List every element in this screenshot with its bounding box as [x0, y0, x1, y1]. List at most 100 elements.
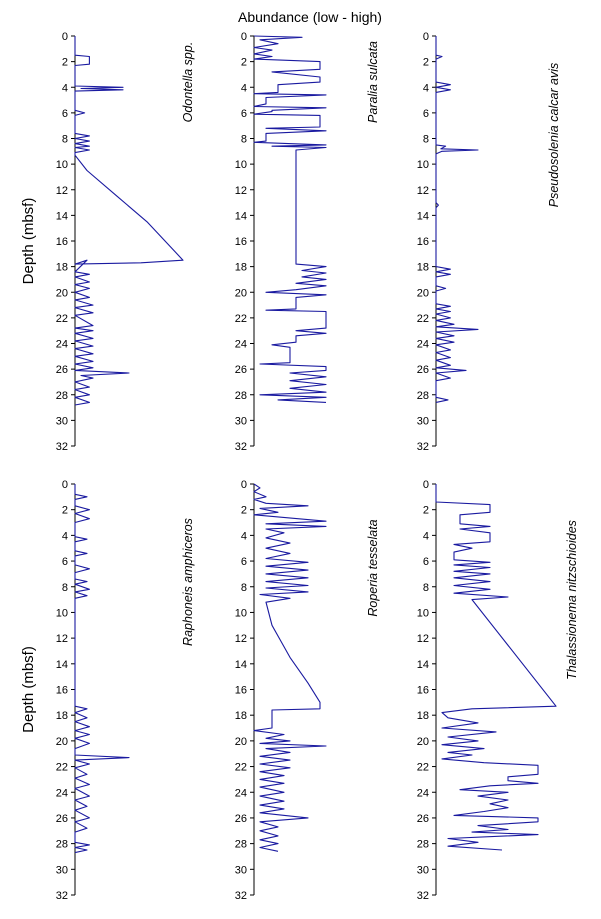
data-point [74, 152, 75, 153]
y-tick-label: 2 [423, 505, 429, 517]
y-tick-label: 12 [56, 633, 68, 645]
data-point [182, 260, 183, 261]
data-point [447, 399, 448, 400]
data-point [319, 82, 320, 83]
data-point [74, 276, 75, 277]
data-point [435, 313, 436, 314]
y-tick-label: 10 [235, 159, 247, 171]
data-point [289, 657, 290, 658]
data-point [325, 107, 326, 108]
data-point [259, 771, 260, 772]
data-point [89, 844, 90, 845]
data-point [465, 370, 466, 371]
data-point [89, 297, 90, 298]
data-point [325, 311, 326, 312]
data-point [89, 589, 90, 590]
y-tick-label: 20 [235, 287, 247, 299]
data-point [435, 320, 436, 321]
y-tick-label: 30 [417, 864, 429, 876]
data-point [74, 767, 75, 768]
data-point [489, 532, 490, 533]
data-point [283, 775, 284, 776]
data-point [74, 348, 75, 349]
data-point [89, 274, 90, 275]
data-point [440, 148, 441, 149]
data-point [271, 727, 272, 728]
data-point [450, 84, 451, 85]
y-tick-label: 18 [235, 262, 247, 274]
abundance-trace [253, 35, 327, 403]
data-point [74, 584, 75, 585]
data-point [277, 92, 278, 93]
data-point [74, 541, 75, 542]
species-label: Odontella spp. [181, 42, 195, 123]
data-point [74, 264, 75, 265]
data-point [253, 35, 254, 36]
y-tick-label: 8 [423, 134, 429, 146]
data-point [74, 315, 75, 316]
y-tick-label: 6 [62, 108, 68, 120]
data-point [92, 367, 93, 368]
y-tick-label: 22 [56, 313, 68, 325]
y-tick-label: 6 [62, 556, 68, 568]
data-point [325, 397, 326, 398]
y-tick-label: 20 [417, 287, 429, 299]
data-point [74, 370, 75, 371]
data-point [450, 89, 451, 90]
panel-3: 02468101214161820222426283032Pseudosolen… [417, 31, 561, 453]
data-point [128, 757, 129, 758]
data-point [435, 55, 436, 56]
y-tick-label: 12 [235, 185, 247, 197]
y-tick-label: 26 [417, 813, 429, 825]
data-point [259, 779, 260, 780]
y-tick-label: 20 [235, 736, 247, 748]
y-tick-label: 14 [56, 210, 68, 222]
data-point [259, 763, 260, 764]
data-point [74, 499, 75, 500]
data-point [289, 553, 290, 554]
data-point [489, 589, 490, 590]
data-point [453, 593, 454, 594]
data-point [271, 71, 272, 72]
data-point [435, 207, 436, 208]
data-point [271, 56, 272, 57]
data-point [74, 598, 75, 599]
y-tick-label: 8 [62, 134, 68, 146]
data-point [253, 114, 254, 115]
data-point [92, 353, 93, 354]
data-point [289, 388, 290, 389]
data-point [283, 808, 284, 809]
data-point [289, 752, 290, 753]
data-point [74, 133, 75, 134]
y-tick-label: 30 [235, 864, 247, 876]
data-point [289, 362, 290, 363]
data-point [74, 389, 75, 390]
data-point [435, 367, 436, 368]
species-label: Paralia sulcata [366, 41, 380, 123]
data-point [86, 539, 87, 540]
data-point [435, 501, 436, 502]
data-point [325, 392, 326, 393]
data-point [74, 143, 75, 144]
data-point [489, 512, 490, 513]
data-point [89, 146, 90, 147]
y-tick-label: 10 [235, 607, 247, 619]
data-point [537, 834, 538, 835]
data-point [459, 528, 460, 529]
data-point [89, 568, 90, 569]
y-tick-label: 30 [417, 415, 429, 427]
y-tick-label: 0 [241, 31, 247, 43]
data-point [74, 397, 75, 398]
data-point [453, 577, 454, 578]
data-point [259, 787, 260, 788]
data-point [453, 585, 454, 586]
data-point [259, 830, 260, 831]
data-point [277, 851, 278, 852]
data-point [295, 330, 296, 331]
data-point [325, 285, 326, 286]
data-point [259, 805, 260, 806]
data-point [253, 730, 254, 731]
data-point [325, 366, 326, 367]
data-point [325, 147, 326, 148]
data-point [435, 82, 436, 83]
